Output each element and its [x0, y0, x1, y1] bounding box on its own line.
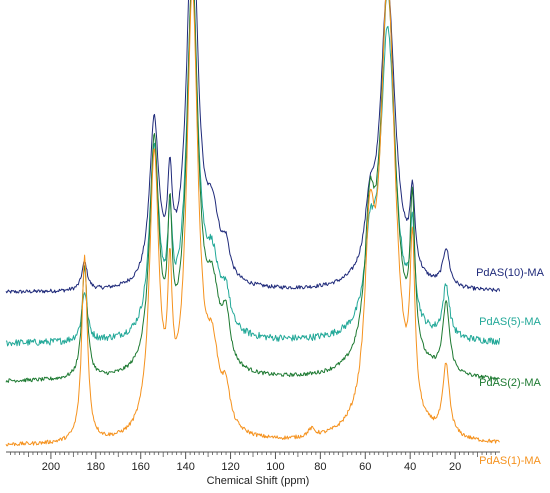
traces-group — [5, 0, 501, 447]
series-label-3: PdAS(1)-MA — [479, 455, 541, 467]
series-labels-group: PdAS(10)-MA PdAS(5)-MA PdAS(2)-MA PdAS(1)-M… — [476, 267, 545, 467]
series-line-2 — [5, 0, 500, 383]
series-line-0 — [5, 0, 501, 294]
series-label-0: PdAS(10)-MA — [476, 267, 545, 279]
tick-label-120: 120 — [221, 461, 239, 473]
tick-label-100: 100 — [266, 461, 284, 473]
x-axis-major-ticks: 200 180 160 140 120 100 80 60 40 20 — [42, 452, 461, 473]
tick-label-60: 60 — [359, 461, 371, 473]
tick-label-40: 40 — [404, 461, 416, 473]
tick-label-140: 140 — [176, 461, 194, 473]
x-axis-title: Chemical Shift (ppm) — [207, 475, 310, 487]
tick-label-180: 180 — [87, 461, 105, 473]
x-axis-minor-ticks — [10, 452, 496, 457]
series-label-1: PdAS(5)-MA — [479, 316, 541, 328]
tick-label-160: 160 — [132, 461, 150, 473]
tick-label-80: 80 — [314, 461, 326, 473]
series-label-2: PdAS(2)-MA — [479, 377, 541, 389]
tick-label-200: 200 — [42, 461, 60, 473]
series-line-3 — [5, 0, 500, 447]
tick-label-20: 20 — [449, 461, 461, 473]
series-line-1 — [5, 0, 501, 347]
x-axis: 200 180 160 140 120 100 80 60 40 20 — [6, 451, 500, 473]
